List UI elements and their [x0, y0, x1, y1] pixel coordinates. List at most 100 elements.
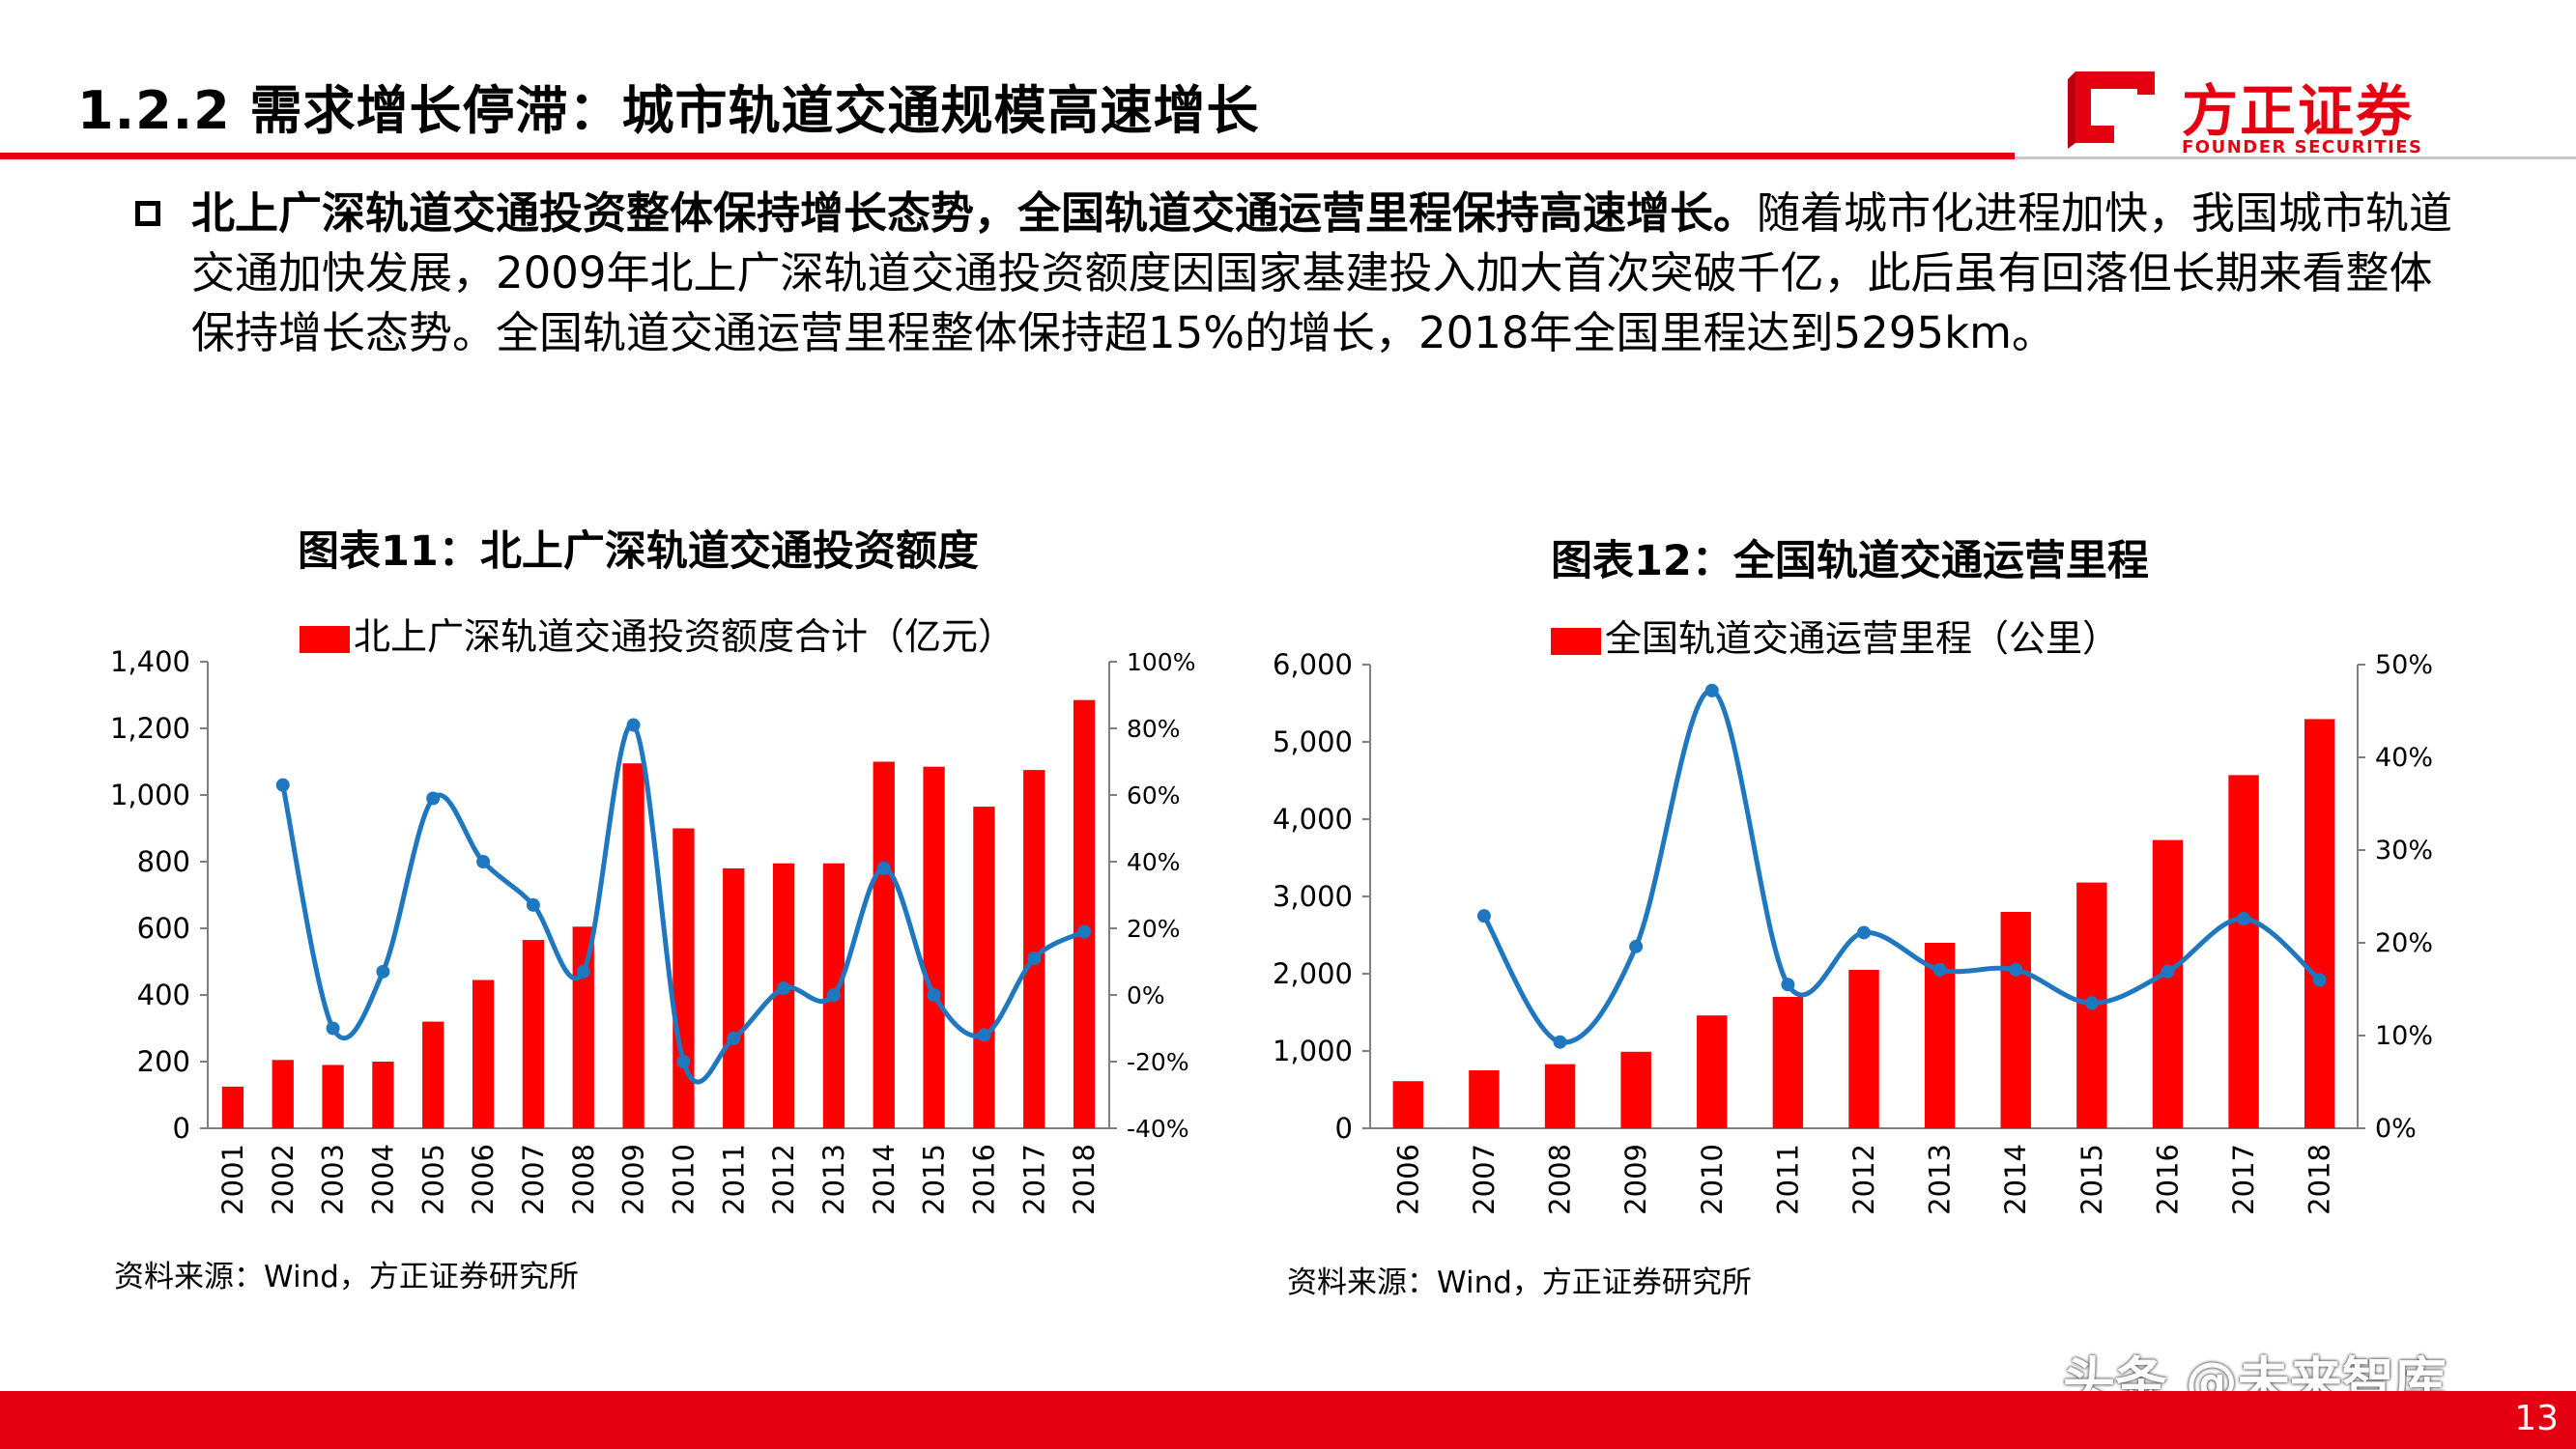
chart1-xtick-label: 2015 — [918, 1144, 951, 1215]
chart1-growth-point — [376, 964, 390, 979]
chart1-ytick-right-label: 20% — [1127, 915, 1181, 943]
chart2-ytick-left-label: 4,000 — [1273, 803, 1353, 836]
chart1-bar — [422, 1021, 444, 1128]
chart1-growth-point — [426, 791, 441, 806]
chart2-growth-point — [1857, 925, 1871, 940]
chart1-xtick-label: 2014 — [868, 1144, 901, 1215]
chart2-xtick-label: 2009 — [1619, 1144, 1652, 1215]
chart2-ytick-left-label: 1,000 — [1273, 1035, 1353, 1067]
header-rule-gray — [2015, 156, 2576, 159]
chart1-bar — [221, 1086, 244, 1128]
chart1-xtick-label: 2012 — [767, 1144, 800, 1215]
chart1-xtick-label: 2003 — [317, 1144, 350, 1215]
chart2-xtick-label: 2015 — [2075, 1144, 2108, 1215]
chart2-ytick-right-label: 20% — [2375, 928, 2433, 958]
chart1-ytick-right-label: 80% — [1127, 715, 1181, 743]
chart1-bar — [472, 980, 495, 1128]
summary-paragraph: 北上广深轨道交通投资整体保持增长态势，全国轨道交通运营里程保持高速增长。随着城市… — [191, 184, 2462, 363]
chart1-xtick-label: 2009 — [617, 1144, 650, 1215]
chart1-bar — [873, 761, 895, 1128]
chart2-growth-line — [1481, 688, 2322, 1045]
chart1-ytick-left-label: 200 — [137, 1045, 190, 1078]
chart2-xtick-label: 2014 — [1999, 1144, 2032, 1215]
chart1-legend-label: 北上广深轨道交通投资额度合计（亿元） — [354, 615, 1015, 658]
chart2-bar — [2228, 775, 2259, 1128]
chart1-growth-point — [826, 988, 841, 1002]
chart2-ytick-left-label: 0 — [1335, 1112, 1353, 1145]
page-title: 1.2.2 需求增长停滞：城市轨道交通规模高速增长 — [77, 80, 1260, 141]
chart1-growth-point — [576, 964, 590, 979]
chart2-source: 资料来源：Wind，方正证券研究所 — [1287, 1265, 1752, 1300]
chart1-xtick-label: 2010 — [667, 1144, 700, 1215]
chart1-bar — [372, 1062, 394, 1128]
chart1-ytick-left-label: 600 — [137, 912, 190, 945]
chart1-investment: 0 200 400 600 800 1,000 1,200 1,400 -40% -20% 0% 20… — [110, 615, 1196, 1215]
chart2-growth-point — [2009, 962, 2023, 977]
chart1-growth-point — [1077, 924, 1092, 939]
logo-text-cn: 方正证券 — [2182, 78, 2415, 144]
chart1-bar — [673, 828, 695, 1128]
chart1-ytick-left-label: 0 — [173, 1112, 190, 1145]
chart1-ytick-right-label: 60% — [1127, 781, 1181, 810]
chart2-growth-point — [1476, 909, 1491, 923]
chart2-ytick-right-label: 10% — [2375, 1021, 2433, 1051]
chart1-bar — [322, 1065, 344, 1128]
chart2-title: 图表12：全国轨道交通运营里程 — [1551, 537, 2149, 585]
chart1-growth-point — [476, 855, 491, 868]
chart2-bar — [1469, 1070, 1500, 1128]
chart1-ytick-left-label: 400 — [137, 979, 190, 1011]
chart1-ytick-left-label: 1,400 — [110, 645, 190, 678]
chart1-growth-line — [280, 722, 1086, 1085]
chart1-bar — [973, 807, 995, 1128]
chart1-growth-point — [676, 1055, 691, 1068]
chart1-growth-point — [626, 718, 641, 732]
chart2-xtick-label: 2016 — [2151, 1144, 2184, 1215]
chart2-xtick-label: 2006 — [1391, 1144, 1424, 1215]
chart2-xtick-label: 2018 — [2304, 1144, 2336, 1215]
chart1-growth-point — [326, 1021, 340, 1036]
chart1-bar — [522, 940, 545, 1128]
chart1-ytick-right-label: 100% — [1127, 648, 1195, 676]
chart2-ytick-right-label: 30% — [2375, 836, 2433, 866]
header-rule — [0, 153, 2015, 159]
bullet-square-icon — [135, 201, 160, 226]
chart2-ytick-left-label: 3,000 — [1273, 880, 1353, 913]
chart2-growth-point — [2237, 912, 2251, 926]
summary-text: 随着城市化进程加快，我国城市轨道交通加快发展，2009年北上广深轨道交通投资额度… — [191, 187, 2453, 358]
chart2-legend-label: 全国轨道交通运营里程（公里） — [1605, 617, 2119, 660]
chart1-growth-point — [927, 988, 941, 1002]
chart1-growth-point — [526, 897, 540, 912]
chart1-xtick-label: 2018 — [1068, 1144, 1101, 1215]
chart1-xtick-label: 2013 — [817, 1144, 850, 1215]
chart1-bar — [1023, 770, 1045, 1128]
chart2-growth-point — [1629, 939, 1644, 953]
chart2-xtick-label: 2010 — [1696, 1144, 1729, 1215]
chart2-bar — [2304, 719, 2335, 1128]
chart1-xtick-label: 2002 — [267, 1144, 300, 1215]
chart1-growth-point — [876, 861, 891, 875]
chart1-growth-point — [977, 1028, 991, 1042]
chart2-ytick-right-label: 0% — [2375, 1114, 2417, 1144]
chart1-ytick-right-label: 0% — [1127, 981, 1165, 1009]
chart1-xtick-label: 2008 — [567, 1144, 600, 1215]
chart1-xtick-label: 2016 — [967, 1144, 1000, 1215]
chart2-xtick-label: 2012 — [1847, 1144, 1880, 1215]
chart2-ytick-left-label: 2,000 — [1273, 957, 1353, 990]
chart2-growth-point — [1781, 978, 1795, 992]
chart2-bar — [1544, 1064, 1576, 1128]
chart2-mileage: 0 1,000 2,000 3,000 4,000 5,000 6,000 0% 10% 20% 3… — [1273, 617, 2433, 1215]
chart2-bar — [2152, 839, 2184, 1128]
chart1-xtick-label: 2017 — [1017, 1144, 1050, 1215]
brand-logo: 方正证券 FOUNDER SECURITIES — [2058, 66, 2493, 162]
chart1-bar — [1073, 699, 1096, 1128]
footer-bar — [0, 1391, 2576, 1449]
chart2-growth-point — [2161, 964, 2175, 979]
chart1-xtick-label: 2006 — [467, 1144, 500, 1215]
chart1-xtick-label: 2011 — [717, 1144, 750, 1215]
chart2-bar — [1848, 970, 1879, 1128]
chart1-ytick-right-label: -20% — [1127, 1048, 1189, 1076]
chart2-bar — [1772, 997, 1804, 1128]
chart1-ytick-left-label: 1,000 — [110, 779, 190, 811]
logo-text-en: FOUNDER SECURITIES — [2182, 137, 2423, 157]
chart1-growth-point — [727, 1031, 741, 1045]
